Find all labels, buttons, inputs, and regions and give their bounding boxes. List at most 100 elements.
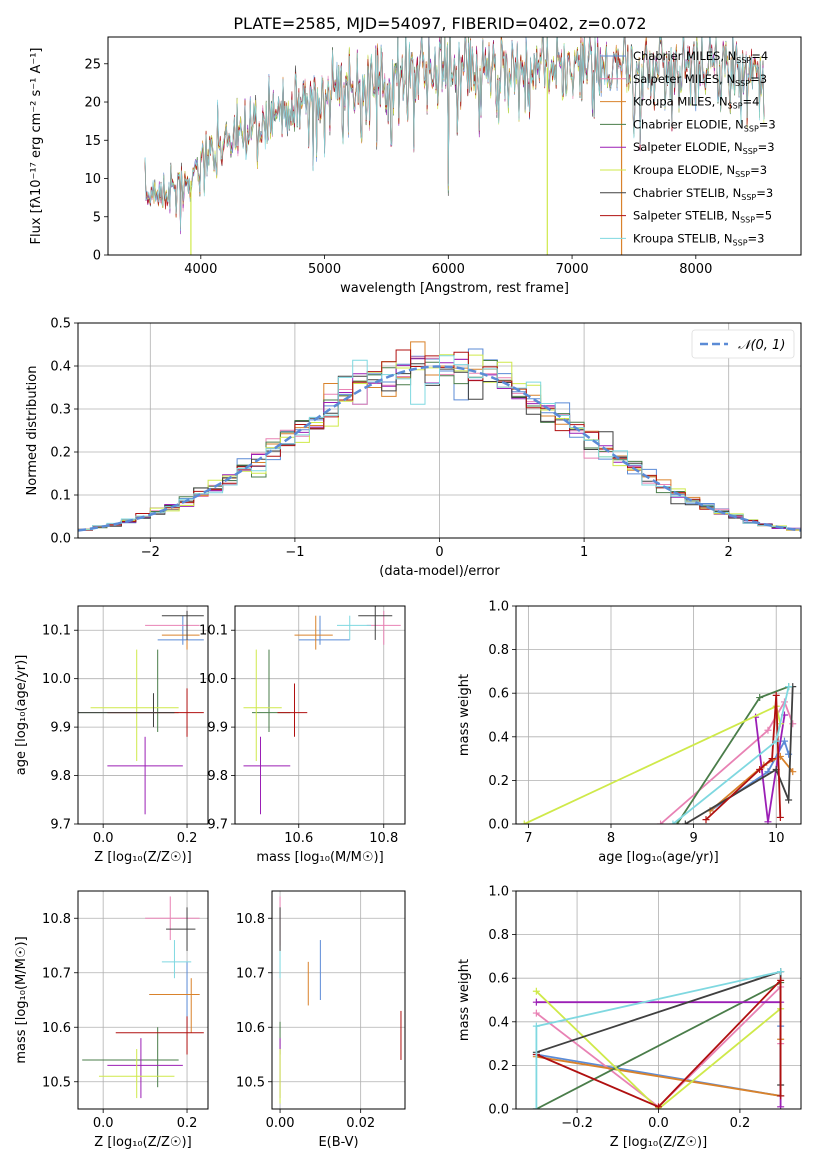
legend-label: Kroupa ELODIE, NSSP=3 xyxy=(633,163,767,179)
y-tick-label: 20 xyxy=(84,96,101,111)
y-tick-label: 0.3 xyxy=(50,403,71,418)
y-tick-label: 10.5 xyxy=(236,1075,265,1090)
y-axis-label: age [log₁₀(age/yr)] xyxy=(14,655,29,776)
weight-marker xyxy=(532,1009,540,1017)
x-tick-label: 7000 xyxy=(556,262,589,277)
panel-mass-weight-vs-Z: −0.2 0.0 0.2 0.0 0.2 0.4 0.6 0.8 1.0 Z [log₁₀(Z/Z… xyxy=(457,885,802,1150)
panel-mass-vs-ebv: 0.00 0.02 10.5 10.6 10.7 10.8 E(B-V) xyxy=(236,890,406,1150)
y-tick-label: 10.5 xyxy=(42,1075,71,1090)
y-tick-label: 9.8 xyxy=(207,769,228,784)
y-tick-label: 0.4 xyxy=(50,360,71,375)
x-axis-label: Z [log₁₀(Z/Z☉)] xyxy=(94,850,191,865)
y-tick-label: 0 xyxy=(93,249,101,264)
legend-label: Kroupa STELIB, NSSP=3 xyxy=(633,231,764,247)
x-tick-label: 0.0 xyxy=(93,1116,114,1131)
x-tick-label: 8000 xyxy=(679,262,712,277)
x-tick-label: −2 xyxy=(141,545,160,560)
y-tick-label: 9.7 xyxy=(207,818,228,833)
weight-line xyxy=(705,695,782,821)
weight-marker xyxy=(764,726,772,734)
y-tick-label: 0.1 xyxy=(50,489,71,504)
y-tick-label: 25 xyxy=(84,57,101,72)
weight-line xyxy=(536,978,782,1108)
panel-age-vs-Z: 0.0 0.2 9.7 9.8 9.9 10.0 10.1 Z [log₁₀(Z/Z☉)] ag… xyxy=(14,605,209,865)
weight-marker xyxy=(669,820,677,824)
y-tick-label: 0.5 xyxy=(50,317,71,332)
x-tick-label: 0.0 xyxy=(93,831,114,846)
x-axis-label: (data-model)/error xyxy=(379,564,500,579)
x-tick-label: 0 xyxy=(435,545,443,560)
y-tick-label: 0.4 xyxy=(488,1015,509,1030)
weight-marker xyxy=(681,820,689,824)
x-axis-label: Z [log₁₀(Z/Z☉)] xyxy=(94,1135,191,1150)
weight-marker xyxy=(657,820,665,824)
weight-marker xyxy=(789,720,797,728)
weight-marker xyxy=(768,755,776,763)
weight-marker xyxy=(532,1105,540,1109)
legend: Chabrier MILES, NSSP=4 Salpeter MILES, NS… xyxy=(600,49,776,247)
y-tick-label: 10.8 xyxy=(42,912,71,927)
weight-marker xyxy=(655,1103,662,1109)
y-tick-label: 10.0 xyxy=(199,672,228,687)
axes-frame xyxy=(77,322,802,539)
y-tick-label: 10.0 xyxy=(42,672,71,687)
weight-marker xyxy=(772,737,780,745)
y-tick-label: 1.0 xyxy=(488,885,509,900)
x-tick-label: 10 xyxy=(768,831,785,846)
legend-label: Chabrier ELODIE, NSSP=3 xyxy=(633,117,776,133)
histogram-series xyxy=(78,355,801,531)
y-tick-label: 10.6 xyxy=(42,1021,71,1036)
y-tick-label: 10 xyxy=(84,172,101,187)
y-tick-label: 0.2 xyxy=(488,774,509,789)
x-axis-label: mass [log₁₀(M/M☉)] xyxy=(256,850,383,865)
x-tick-label: 0.02 xyxy=(346,1116,375,1131)
panel-mass-vs-Z: 0.0 0.2 10.5 10.6 10.7 10.8 Z [log₁₀(Z/Z☉)] mas… xyxy=(14,890,209,1150)
legend-label: Salpeter MILES, NSSP=3 xyxy=(633,72,767,88)
weight-marker xyxy=(785,683,793,691)
error-bars xyxy=(78,610,204,815)
y-tick-label: 5 xyxy=(93,210,101,225)
weight-marker xyxy=(785,796,793,804)
y-tick-label: 0.0 xyxy=(488,818,509,833)
y-tick-label: 9.9 xyxy=(207,721,228,736)
axes-frame xyxy=(77,605,209,825)
x-tick-label: 0.2 xyxy=(177,831,198,846)
weight-marker xyxy=(756,766,764,773)
panel-mass-weight-vs-age: 7 8 9 10 0.0 0.2 0.4 0.6 0.8 1.0 age [log₁₀(age/yr… xyxy=(457,600,802,865)
legend: 𝒩(0, 1) xyxy=(691,329,795,359)
y-tick-label: 10.6 xyxy=(236,1021,265,1036)
legend-label: Salpeter STELIB, NSSP=5 xyxy=(633,209,772,225)
y-tick-label: 0.2 xyxy=(50,446,71,461)
weight-marker xyxy=(772,691,780,699)
x-tick-label: 10.8 xyxy=(369,831,398,846)
y-tick-label: 0.2 xyxy=(488,1059,509,1074)
axes-frame xyxy=(515,605,802,825)
axes-frame xyxy=(107,36,802,256)
weight-lines xyxy=(532,968,785,1109)
x-tick-label: 10.6 xyxy=(284,831,313,846)
y-tick-label: 1.0 xyxy=(488,600,509,615)
y-tick-label: 0.0 xyxy=(50,532,71,547)
y-tick-label: 0.8 xyxy=(488,928,509,943)
x-tick-label: 0.0 xyxy=(648,1116,669,1131)
legend-label: Chabrier STELIB, NSSP=3 xyxy=(633,186,773,202)
weight-marker xyxy=(776,813,784,821)
y-tick-label: 10.8 xyxy=(236,912,265,927)
error-bars xyxy=(279,896,402,1104)
weight-marker xyxy=(532,998,540,1006)
normal-curve xyxy=(78,365,801,532)
y-tick-label: 0.4 xyxy=(488,730,509,745)
x-tick-label: 4000 xyxy=(184,262,217,277)
x-tick-label: 5000 xyxy=(308,262,341,277)
legend-box xyxy=(691,329,795,359)
weight-lines xyxy=(520,683,797,824)
weight-marker xyxy=(532,1022,540,1030)
y-axis-label: mass weight xyxy=(457,674,472,756)
error-bars xyxy=(243,606,401,815)
y-tick-label: 0.6 xyxy=(488,687,509,702)
weight-marker xyxy=(777,1092,785,1100)
y-tick-label: 9.7 xyxy=(50,818,71,833)
axes-frame xyxy=(77,890,209,1110)
histograms xyxy=(78,341,801,532)
